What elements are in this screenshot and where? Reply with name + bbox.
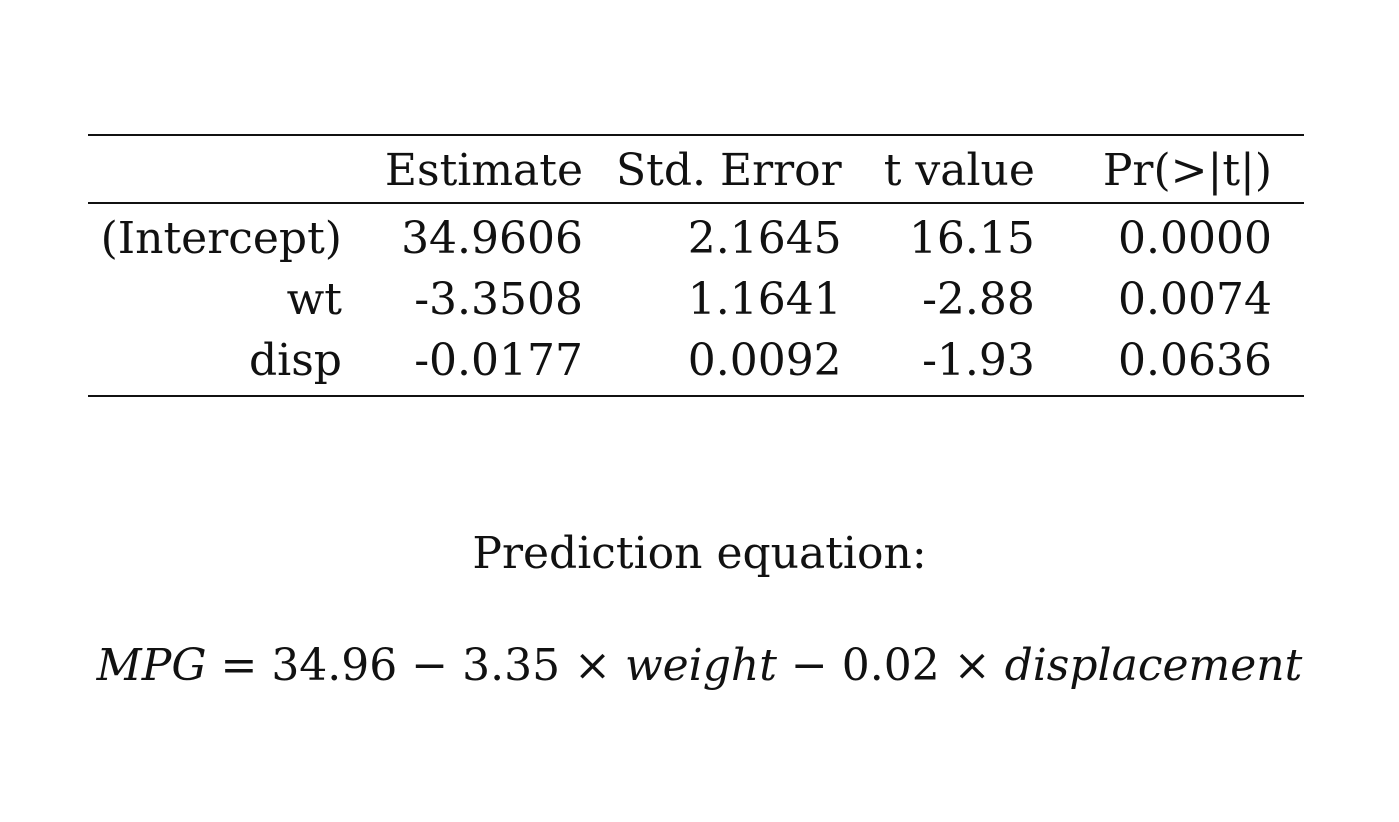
table-body: (Intercept) 34.9606 2.1645 16.15 0.0000 … xyxy=(88,203,1304,396)
regression-coefficients-table: Estimate Std. Error t value Pr(>|t|) (In… xyxy=(88,134,1304,397)
header-row: Estimate Std. Error t value Pr(>|t|) xyxy=(88,135,1304,203)
table-row: wt -3.3508 1.1641 -2.88 0.0074 xyxy=(88,269,1304,330)
equation-coef-weight: 3.35 xyxy=(462,640,561,691)
row-std-error: 2.1645 xyxy=(687,212,842,264)
header-p-value: Pr(>|t|) xyxy=(1102,145,1272,196)
header-estimate: Estimate xyxy=(384,145,584,196)
row-t-value: -1.93 xyxy=(922,334,1035,386)
row-std-error: 0.0092 xyxy=(687,334,842,386)
equation-lhs: MPG xyxy=(96,640,207,691)
row-estimate: -0.0177 xyxy=(414,334,584,386)
equation-minus: − xyxy=(397,640,463,691)
row-estimate: -3.3508 xyxy=(414,273,584,325)
regression-table-container: Estimate Std. Error t value Pr(>|t|) (In… xyxy=(88,134,1304,397)
row-term: (Intercept) xyxy=(100,212,342,264)
header-t-value: t value xyxy=(883,145,1035,196)
row-p-value: 0.0074 xyxy=(1118,273,1272,325)
prediction-equation: MPG = 34.96 − 3.35 × weight − 0.02 × dis… xyxy=(0,638,1399,694)
table-row: (Intercept) 34.9606 2.1645 16.15 0.0000 xyxy=(88,203,1304,269)
table-header: Estimate Std. Error t value Pr(>|t|) xyxy=(88,135,1304,203)
row-estimate: 34.9606 xyxy=(401,212,584,264)
equation-minus: − xyxy=(776,640,842,691)
row-term: disp xyxy=(248,334,342,386)
equation-coef-displacement: 0.02 xyxy=(841,640,940,691)
equation-var-displacement: displacement xyxy=(1004,640,1303,691)
row-p-value: 0.0000 xyxy=(1118,212,1272,264)
row-term: wt xyxy=(286,273,342,325)
row-p-value: 0.0636 xyxy=(1118,334,1272,386)
equation-intercept: 34.96 xyxy=(271,640,398,691)
header-term xyxy=(88,135,342,203)
equation-times: × xyxy=(939,640,1005,691)
row-std-error: 1.1641 xyxy=(687,273,842,325)
equation-equals: = xyxy=(206,640,272,691)
equation-times: × xyxy=(560,640,625,691)
table-row: disp -0.0177 0.0092 -1.93 0.0636 xyxy=(88,330,1304,396)
row-t-value: -2.88 xyxy=(922,273,1035,325)
prediction-equation-title: Prediction equation: xyxy=(472,528,927,579)
header-std-error: Std. Error xyxy=(616,145,842,196)
equation-var-weight: weight xyxy=(624,640,777,691)
row-t-value: 16.15 xyxy=(908,212,1035,264)
